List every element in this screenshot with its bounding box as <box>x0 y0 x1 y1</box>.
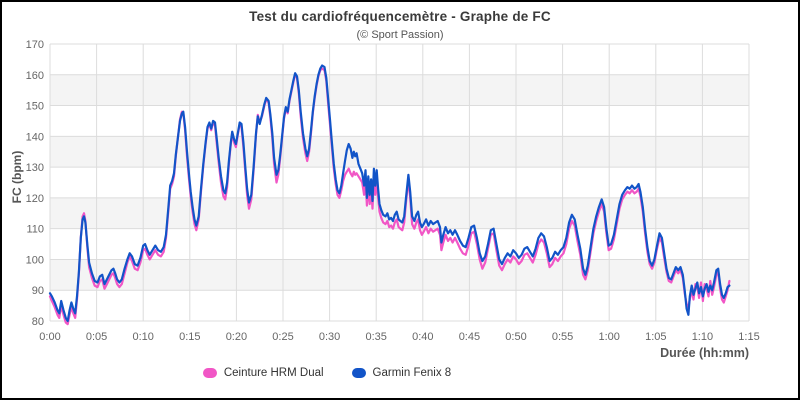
legend: Ceinture HRM Dual Garmin Fenix 8 <box>2 367 652 379</box>
x-tick-label: 0:00 <box>39 331 60 343</box>
x-tick-label: 0:30 <box>319 331 340 343</box>
plot-band <box>50 290 749 321</box>
y-tick-label: 80 <box>32 316 44 328</box>
y-tick-label: 140 <box>26 131 44 143</box>
plot-band <box>50 44 749 75</box>
x-tick-label: 1:05 <box>645 331 666 343</box>
x-tick-label: 0:35 <box>365 331 386 343</box>
x-tick-label: 1:00 <box>598 331 619 343</box>
legend-item-ceinture-hrm-dual: Ceinture HRM Dual <box>202 367 324 379</box>
ceinture-series-marker-icon <box>202 368 217 378</box>
x-tick-label: 0:55 <box>552 331 573 343</box>
legend-item-garmin-fenix-8: Garmin Fenix 8 <box>351 367 452 379</box>
y-tick-label: 170 <box>26 39 44 51</box>
x-axis-title: Durée (hh:mm) <box>660 346 749 360</box>
y-tick-label: 110 <box>26 224 44 236</box>
x-tick-label: 0:25 <box>272 331 293 343</box>
legend-label-garmin: Garmin Fenix 8 <box>372 367 452 379</box>
x-tick-label: 0:10 <box>132 331 153 343</box>
y-axis-title: FC (bpm) <box>10 150 24 204</box>
plot-band <box>50 136 749 168</box>
x-tick-label: 0:45 <box>459 331 480 343</box>
plot-band <box>50 74 749 106</box>
garmin-series-marker-icon <box>351 368 366 378</box>
legend-label-ceinture: Ceinture HRM Dual <box>223 367 324 379</box>
plot-band <box>50 167 749 198</box>
x-tick-label: 0:20 <box>226 331 247 343</box>
plot-band <box>50 259 749 291</box>
x-tick-label: 0:05 <box>86 331 107 343</box>
x-tick-label: 0:50 <box>505 331 526 343</box>
x-tick-label: 1:10 <box>692 331 713 343</box>
y-tick-label: 130 <box>26 162 44 174</box>
y-tick-label: 100 <box>26 254 44 266</box>
y-tick-label: 150 <box>26 101 44 113</box>
y-tick-label: 120 <box>26 193 44 205</box>
y-tick-label: 90 <box>32 285 44 297</box>
x-tick-label: 1:15 <box>738 331 759 343</box>
series-line-garmin-fenix-8 <box>48 64 731 323</box>
x-tick-label: 0:15 <box>179 331 200 343</box>
chart-subtitle: (© Sport Passion) <box>356 29 444 41</box>
x-tick-label: 0:40 <box>412 331 433 343</box>
chart-title: Test du cardiofréquencemètre - Graphe de… <box>249 9 551 24</box>
y-tick-label: 160 <box>26 70 44 82</box>
plot-band <box>50 105 749 137</box>
